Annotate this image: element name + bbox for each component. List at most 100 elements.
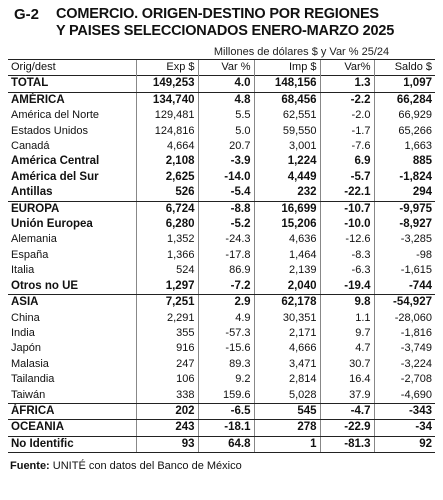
cell-saldo: 66,284 — [373, 92, 435, 109]
cell-exp: 2,108 — [135, 154, 198, 170]
cell-var-exp: -17.8 — [197, 247, 254, 264]
title-line-2: Y PAISES SELECCIONADOS ENERO-MARZO 2025 — [56, 23, 395, 39]
row-label: TOTAL — [8, 75, 136, 93]
figure-code: G-2 — [14, 6, 40, 23]
trade-table: Orig/dest Exp $ Var % Imp $ Var% Saldo $… — [8, 58, 435, 454]
cell-imp: 16,699 — [253, 201, 320, 218]
source-text: UNITÉ con datos del Banco de México — [49, 460, 242, 473]
cell-exp: 526 — [135, 185, 198, 202]
cell-imp: 148,156 — [253, 75, 320, 93]
cell-exp: 4,664 — [135, 139, 198, 155]
cell-var-exp: 86.9 — [197, 263, 254, 279]
cell-saldo: -2,708 — [373, 372, 435, 388]
cell-saldo: -28,060 — [373, 310, 435, 326]
cell-imp: 4,666 — [253, 341, 320, 357]
row-label: Japón — [11, 342, 41, 355]
cell-var-exp: -15.6 — [197, 341, 254, 357]
cell-exp: 916 — [135, 341, 198, 357]
row-label: India — [11, 326, 35, 339]
cell-saldo: -1,615 — [373, 263, 435, 279]
cell-imp: 2,814 — [253, 372, 320, 388]
figure-title: COMERCIO. ORIGEN-DESTINO POR REGIONES Y … — [56, 6, 394, 40]
table-row: Malasia 247 89.3 3,471 30.7 -3,224 — [8, 356, 435, 373]
cell-var-exp: 5.5 — [197, 108, 254, 124]
table-row: China 2,291 4.9 30,351 1.1 -28,060 — [8, 310, 435, 326]
table-row: Japón 916 -15.6 4,666 4.7 -3,749 — [8, 341, 435, 357]
cell-saldo: -343 — [373, 403, 435, 421]
cell-var-exp: -57.3 — [197, 325, 254, 342]
cell-var-exp: 4.0 — [197, 75, 254, 93]
cell-var-exp: 159.6 — [197, 387, 254, 404]
col-header-orig-dest: Orig/dest — [8, 58, 136, 76]
cell-imp: 5,028 — [253, 387, 320, 404]
row-label: América del Sur — [11, 170, 99, 183]
cell-imp: 278 — [253, 419, 320, 437]
cell-var-exp: 4.9 — [197, 310, 254, 326]
cell-var-imp: 6.9 — [319, 154, 374, 170]
cell-var-imp: -22.9 — [319, 419, 374, 437]
table-row: OCEANIA 243 -18.1 278 -22.9 -34 — [8, 419, 435, 437]
cell-saldo: -3,285 — [373, 232, 435, 248]
row-label: EUROPA — [11, 202, 60, 215]
cell-var-exp: -7.2 — [197, 278, 254, 296]
cell-var-exp: 5.0 — [197, 123, 254, 140]
cell-saldo: 294 — [373, 185, 435, 202]
cell-imp: 545 — [253, 403, 320, 421]
cell-imp: 232 — [253, 185, 320, 202]
cell-exp: 247 — [135, 356, 198, 373]
cell-var-imp: -22.1 — [319, 185, 374, 202]
cell-saldo: -4,690 — [373, 387, 435, 404]
row-label: AMÉRICA — [11, 93, 65, 106]
cell-saldo: -3,749 — [373, 341, 435, 357]
cell-saldo: 65,266 — [373, 123, 435, 140]
row-label: España — [11, 248, 49, 261]
row-label: ASIA — [11, 296, 39, 309]
cell-exp: 129,481 — [135, 108, 198, 124]
cell-saldo: 885 — [373, 154, 435, 170]
row-label: Estados Unidos — [11, 124, 89, 137]
cell-exp: 1,366 — [135, 247, 198, 264]
cell-var-imp: -5.7 — [319, 169, 374, 186]
cell-exp: 2,291 — [135, 310, 198, 326]
cell-var-imp: -8.3 — [319, 247, 374, 264]
cell-var-imp: -81.3 — [319, 436, 374, 454]
cell-var-imp: 16.4 — [319, 372, 374, 388]
cell-imp: 62,178 — [253, 294, 320, 311]
row-label: No Identific — [8, 436, 136, 454]
table-row: Canadá 4,664 20.7 3,001 -7.6 1,663 — [8, 139, 435, 155]
cell-var-exp: 9.2 — [197, 372, 254, 388]
table-row: India 355 -57.3 2,171 9.7 -1,816 — [8, 325, 435, 342]
cell-imp: 2,139 — [253, 263, 320, 279]
cell-saldo: 1,663 — [373, 139, 435, 155]
table-row: No Identific 93 64.8 1 -81.3 92 — [8, 436, 435, 454]
cell-var-exp: 20.7 — [197, 139, 254, 155]
cell-var-exp: 2.9 — [197, 294, 254, 311]
cell-var-imp: 30.7 — [319, 356, 374, 373]
col-header-var-exp: Var % — [197, 58, 254, 76]
cell-imp: 1,224 — [253, 154, 320, 170]
cell-exp: 149,253 — [135, 75, 198, 93]
row-label: Otros no UE — [8, 278, 136, 296]
row-label: OCEANIA — [8, 419, 136, 437]
cell-var-imp: -10.7 — [319, 201, 374, 218]
cell-var-imp: 1.1 — [319, 310, 374, 326]
table-row: ÁFRICA 202 -6.5 545 -4.7 -343 — [8, 403, 435, 421]
row-label: Canadá — [11, 140, 50, 153]
cell-var-exp: -8.8 — [197, 201, 254, 218]
cell-imp: 1 — [253, 436, 320, 454]
header-row: Orig/dest Exp $ Var % Imp $ Var% Saldo $ — [8, 58, 435, 76]
cell-saldo: -1,816 — [373, 325, 435, 342]
cell-saldo: 1,097 — [373, 75, 435, 93]
cell-exp: 6,280 — [135, 217, 198, 233]
row-label: ÁFRICA — [8, 403, 136, 421]
cell-var-exp: -3.9 — [197, 154, 254, 170]
cell-imp: 30,351 — [253, 310, 320, 326]
cell-exp: 7,251 — [135, 294, 198, 311]
cell-var-imp: -12.6 — [319, 232, 374, 248]
cell-imp: 68,456 — [253, 92, 320, 109]
table-body: TOTAL 149,253 4.0 148,156 1.3 1,097 AMÉRICA 134… — [8, 75, 435, 454]
cell-exp: 1,297 — [135, 278, 198, 296]
cell-imp: 15,206 — [253, 217, 320, 233]
row-label: Antillas — [8, 185, 136, 202]
